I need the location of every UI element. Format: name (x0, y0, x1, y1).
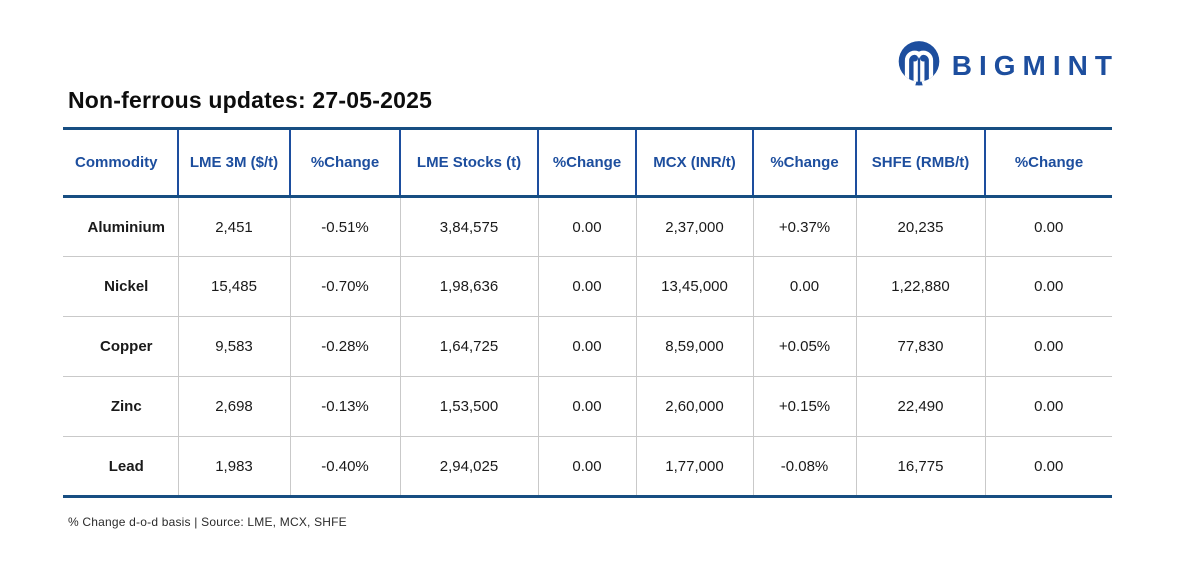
value-cell: 1,98,636 (399, 256, 538, 317)
value-cell: 2,37,000 (635, 196, 753, 257)
value-cell: 1,53,500 (399, 376, 538, 437)
value-cell: 1,22,880 (855, 256, 985, 317)
value-cell: 77,830 (855, 316, 985, 377)
commodity-name-cell: Copper (63, 316, 178, 377)
table-row: Copper 9,583 -0.28% 1,64,725 0.00 8,59,000 +0.… (63, 316, 1112, 377)
value-cell: 0.00 (984, 196, 1112, 257)
column-header: %Change (289, 128, 400, 198)
value-cell: 2,698 (177, 376, 290, 437)
source-note: % Change d-o-d basis | Source: LME, MCX,… (68, 515, 347, 529)
commodity-price-table: Commodity LME 3M ($/t) %Change LME Stocks (… (63, 127, 1112, 498)
value-cell: 0.00 (984, 436, 1112, 497)
value-cell: 0.00 (537, 316, 636, 377)
value-cell: 0.00 (537, 196, 636, 257)
column-header: LME 3M ($/t) (177, 128, 290, 198)
value-cell: 1,77,000 (635, 436, 753, 497)
value-cell: -0.40% (289, 436, 400, 497)
value-cell: -0.51% (289, 196, 400, 257)
value-cell: 22,490 (855, 376, 985, 437)
value-cell: 20,235 (855, 196, 985, 257)
value-cell: +0.15% (752, 376, 856, 437)
value-cell: +0.05% (752, 316, 856, 377)
table-row: Lead 1,983 -0.40% 2,94,025 0.00 1,77,000 -0.08… (63, 436, 1112, 497)
value-cell: 0.00 (537, 256, 636, 317)
value-cell: 1,64,725 (399, 316, 538, 377)
table-row: Zinc 2,698 -0.13% 1,53,500 0.00 2,60,000 +0.15… (63, 376, 1112, 437)
value-cell: 2,60,000 (635, 376, 753, 437)
column-header: %Change (537, 128, 636, 198)
commodity-name-cell: Lead (63, 436, 178, 497)
column-header: MCX (INR/t) (635, 128, 753, 198)
column-header: Commodity (63, 128, 178, 198)
value-cell: 2,451 (177, 196, 290, 257)
commodity-name-cell: Aluminium (63, 196, 178, 257)
page-title: Non-ferrous updates: 27-05-2025 (68, 87, 433, 113)
value-cell: 16,775 (855, 436, 985, 497)
column-header: LME Stocks (t) (399, 128, 538, 198)
table-row: Nickel 15,485 -0.70% 1,98,636 0.00 13,45,000 0… (63, 256, 1112, 317)
value-cell: 0.00 (752, 256, 856, 317)
bigmint-logo: BIGMINT (895, 40, 1119, 92)
value-cell: -0.70% (289, 256, 400, 317)
table-header-row: Commodity LME 3M ($/t) %Change LME Stocks (… (63, 128, 1112, 198)
column-header: SHFE (RMB/t) (855, 128, 985, 198)
value-cell: 0.00 (537, 436, 636, 497)
value-cell: 8,59,000 (635, 316, 753, 377)
value-cell: 1,983 (177, 436, 290, 497)
value-cell: 3,84,575 (399, 196, 538, 257)
value-cell: -0.08% (752, 436, 856, 497)
value-cell: 0.00 (984, 256, 1112, 317)
value-cell: 9,583 (177, 316, 290, 377)
value-cell: 15,485 (177, 256, 290, 317)
value-cell: +0.37% (752, 196, 856, 257)
bigmint-wordmark: BIGMINT (951, 50, 1119, 81)
value-cell: -0.13% (289, 376, 400, 437)
value-cell: -0.28% (289, 316, 400, 377)
column-header: %Change (752, 128, 856, 198)
commodity-name-cell: Nickel (63, 256, 178, 317)
table-row: Aluminium 2,451 -0.51% 3,84,575 0.00 2,37,000… (63, 196, 1112, 257)
column-header: %Change (984, 128, 1112, 198)
value-cell: 13,45,000 (635, 256, 753, 317)
value-cell: 0.00 (984, 316, 1112, 377)
bigmint-people-m-icon (898, 41, 940, 86)
commodity-name-cell: Zinc (63, 376, 178, 437)
value-cell: 0.00 (984, 376, 1112, 437)
value-cell: 0.00 (537, 376, 636, 437)
value-cell: 2,94,025 (399, 436, 538, 497)
